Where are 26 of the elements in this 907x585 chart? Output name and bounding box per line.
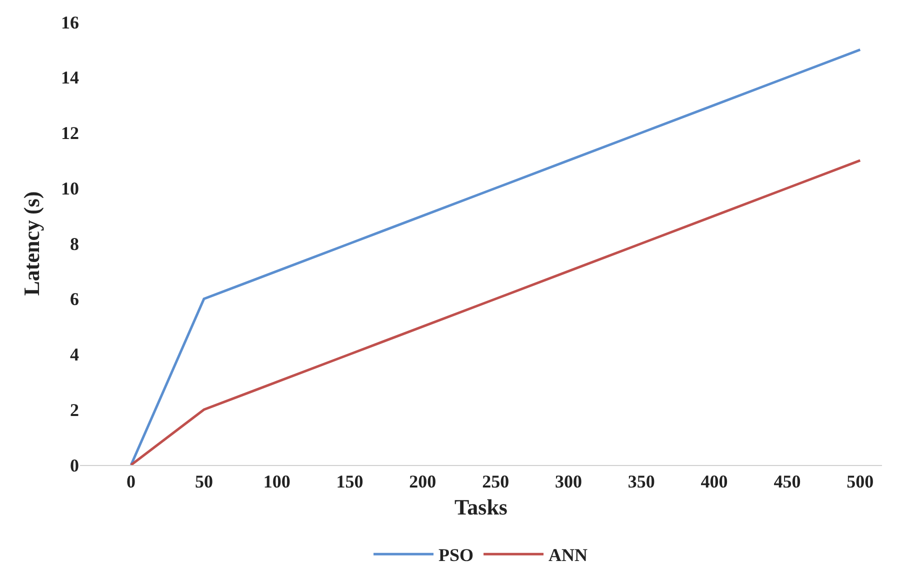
y-tick-label: 0 bbox=[70, 455, 79, 476]
x-tick-label: 300 bbox=[554, 472, 582, 492]
x-tick-label: 250 bbox=[482, 472, 510, 492]
x-tick-label: 50 bbox=[194, 472, 213, 492]
y-tick-label: 12 bbox=[61, 123, 79, 144]
x-tick-label: 500 bbox=[846, 472, 874, 492]
legend-label: PSO bbox=[438, 545, 474, 566]
x-tick-label: 100 bbox=[263, 472, 290, 492]
x-tick-label: 0 bbox=[126, 472, 136, 492]
y-axis-title: Latency (s) bbox=[18, 191, 44, 296]
y-tick-label: 4 bbox=[70, 344, 79, 365]
y-tick-label: 10 bbox=[61, 178, 79, 198]
x-axis-title: Tasks bbox=[454, 494, 508, 520]
x-tick-label: 150 bbox=[336, 472, 364, 492]
x-tick-label: 350 bbox=[628, 472, 655, 492]
y-tick-label: 16 bbox=[61, 12, 79, 32]
y-tick-label: 8 bbox=[70, 234, 79, 254]
x-tick-label: 400 bbox=[700, 472, 728, 492]
legend-label: ANN bbox=[548, 545, 588, 566]
y-tick-label: 14 bbox=[61, 68, 79, 88]
y-tick-label: 2 bbox=[70, 400, 79, 420]
line-series bbox=[130, 48, 862, 465]
y-tick-label: 6 bbox=[70, 289, 79, 310]
x-tick-label: 450 bbox=[774, 472, 801, 492]
line-series bbox=[130, 159, 862, 465]
x-tick-label: 200 bbox=[409, 472, 436, 492]
